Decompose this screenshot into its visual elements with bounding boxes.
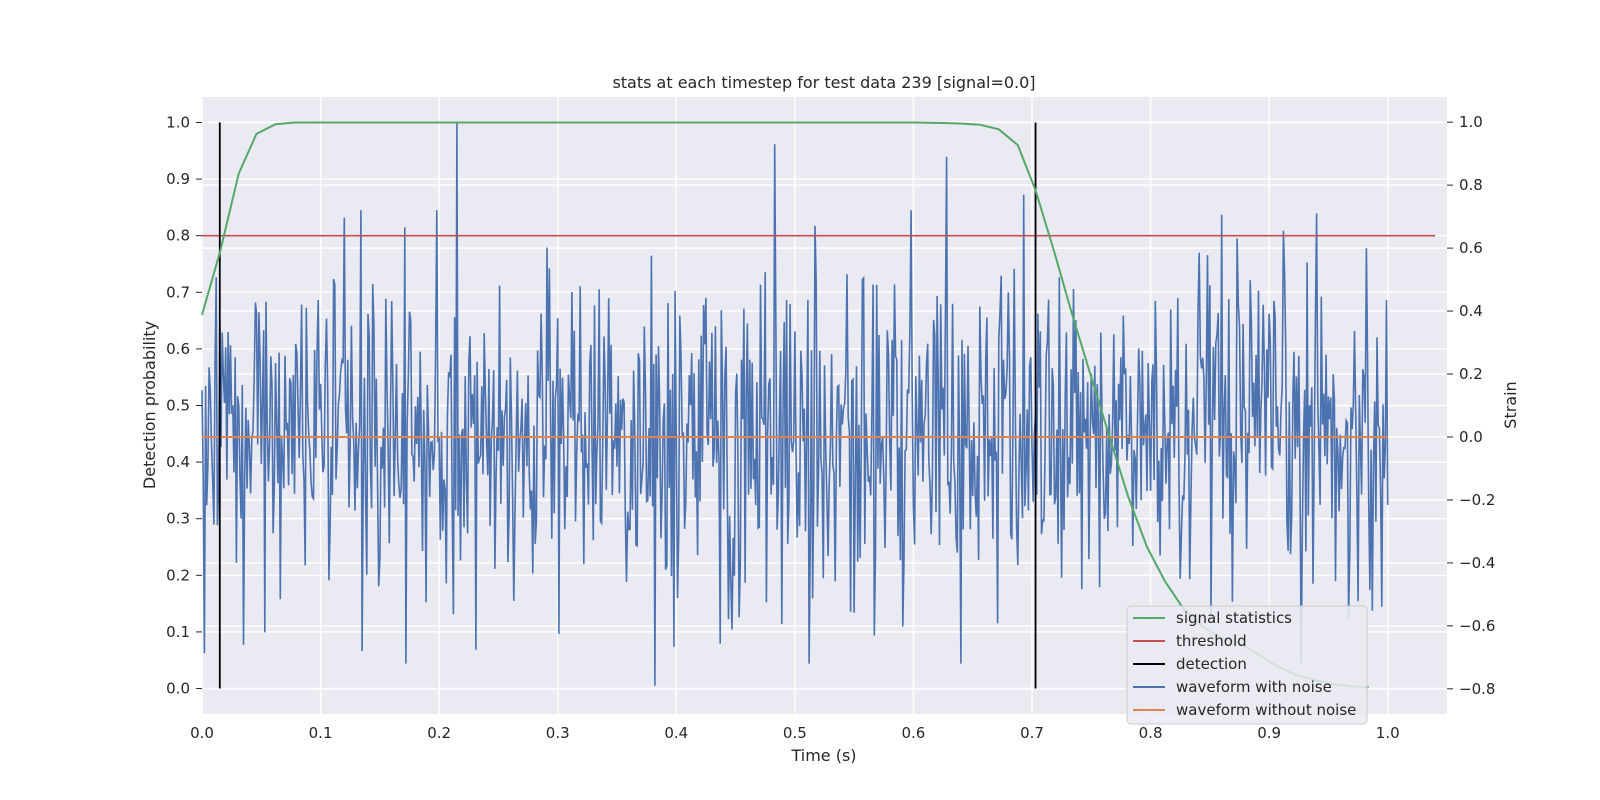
x-tick-labels: 0.0 0.1 0.2 0.3 0.4 0.5 0.6 0.7 0.8 0.9 1.0 (190, 724, 1400, 742)
legend-label-detection: detection (1176, 655, 1247, 673)
y-axis-label-right: Strain (1501, 381, 1520, 428)
x-tick-label: 0.8 (1139, 724, 1163, 742)
legend-label-waveform-with-noise: waveform with noise (1176, 678, 1332, 696)
x-tick-label: 0.1 (309, 724, 333, 742)
y-tick-label-left: 0.4 (166, 453, 190, 471)
y-tick-label-left: 0.0 (166, 680, 190, 698)
x-tick-label: 0.6 (901, 724, 925, 742)
y-tick-labels-left: 0.0 0.1 0.2 0.3 0.4 0.5 0.6 0.7 0.8 0.9 1.0 (166, 113, 202, 698)
y-tick-label-right: 0.2 (1459, 365, 1483, 383)
x-tick-label: 0.7 (1020, 724, 1044, 742)
y-tick-label-left: 0.8 (166, 227, 190, 245)
y-tick-label-left: 0.3 (166, 510, 190, 528)
y-tick-label-left: 0.2 (166, 566, 190, 584)
legend: signal statistics threshold detection wa… (1126, 605, 1368, 725)
y-tick-label-right: −0.8 (1459, 680, 1495, 698)
y-tick-label-right: −0.6 (1459, 617, 1495, 635)
legend-box (1126, 605, 1368, 725)
y-tick-label-right: 0.4 (1459, 302, 1483, 320)
y-tick-label-right: 0.8 (1459, 176, 1483, 194)
x-tick-label: 0.0 (190, 724, 214, 742)
y-tick-label-left: 0.1 (166, 623, 190, 641)
x-axis-label: Time (s) (790, 746, 856, 765)
y-tick-label-right: −0.2 (1459, 491, 1495, 509)
y-tick-label-right: −0.4 (1459, 554, 1495, 572)
chart-title: stats at each timestep for test data 239… (612, 73, 1035, 92)
y-tick-label-left: 0.9 (166, 170, 190, 188)
y-tick-label-left: 1.0 (166, 113, 190, 131)
legend-label-signal-statistics: signal statistics (1176, 609, 1292, 627)
x-tick-label: 0.3 (546, 724, 570, 742)
y-tick-label-left: 0.5 (166, 397, 190, 415)
legend-label-waveform-without-noise: waveform without noise (1176, 701, 1356, 719)
x-tick-label: 1.0 (1376, 724, 1400, 742)
x-tick-label: 0.5 (783, 724, 807, 742)
y-tick-labels-right: −0.8 −0.6 −0.4 −0.2 0.0 0.2 0.4 0.6 0.8 1.0 (1447, 113, 1495, 698)
y-tick-label-right: 0.0 (1459, 428, 1483, 446)
y-tick-label-right: 1.0 (1459, 113, 1483, 131)
legend-label-threshold: threshold (1176, 632, 1247, 650)
y-tick-label-left: 0.7 (166, 283, 190, 301)
y-tick-label-left: 0.6 (166, 340, 190, 358)
y-axis-label-left: Detection probability (140, 321, 159, 489)
x-tick-label: 0.2 (427, 724, 451, 742)
y-tick-label-right: 0.6 (1459, 239, 1483, 257)
x-tick-label: 0.4 (664, 724, 688, 742)
series-waveform-with-noise (201, 122, 1389, 686)
x-tick-label: 0.9 (1257, 724, 1281, 742)
